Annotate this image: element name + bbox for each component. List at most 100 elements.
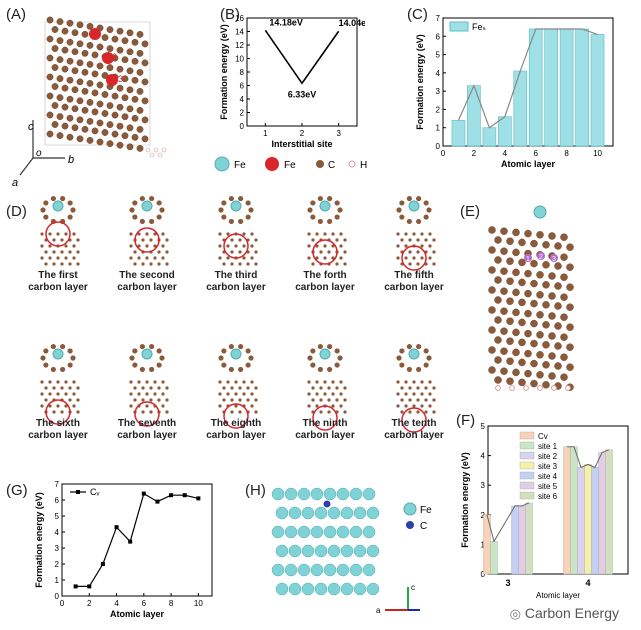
slab-carbon-atom [408, 238, 412, 242]
site-label-e-1: 1 [526, 256, 530, 263]
slab-carbon-atom [141, 238, 145, 242]
carbon-a-atom [46, 92, 54, 100]
carbon-atom-e [518, 298, 526, 307]
cluster-carbon-atom [221, 200, 227, 206]
slab-carbon-atom [153, 232, 157, 236]
slab-carbon-atom [238, 262, 242, 266]
chart-g-point [169, 493, 174, 498]
slab-carbon-atom [307, 256, 311, 260]
fe-atom-h [362, 525, 376, 539]
carbon-atom-e [548, 372, 556, 380]
fe-atom-h [323, 563, 337, 577]
slab-carbon-atom [416, 386, 420, 390]
carbon-a-atom [96, 81, 104, 89]
carbon-atom-e [488, 346, 496, 354]
carbon-a-atom [126, 143, 134, 151]
carbon-atom-e [518, 238, 526, 247]
slab-carbon-atom [137, 380, 141, 384]
slab-carbon-atom [428, 244, 432, 248]
fe-atom-h [301, 582, 315, 596]
slab-carbon-atom [60, 410, 64, 414]
slab-carbon-atom [400, 238, 404, 242]
axis-a-label: a [12, 177, 18, 189]
slab-carbon-atom [323, 232, 327, 236]
slab-carbon-atom [76, 250, 80, 254]
slab-carbon-atom [40, 232, 44, 236]
slab-carbon-atom [234, 392, 238, 396]
chart-f-bar [518, 505, 526, 575]
carbon-a-atom [141, 59, 149, 67]
fe-atom-h [336, 487, 350, 501]
slab-carbon-atom [165, 250, 169, 254]
carbon-atom-e [536, 351, 544, 359]
chart-g-xtick-label: 4 [114, 599, 119, 608]
legend-fe-red-marker [265, 157, 279, 171]
slab-carbon-atom [343, 238, 347, 242]
carbon-a-atom [141, 40, 149, 48]
carbon-a-atom [121, 113, 129, 121]
chart-f-bar [570, 446, 578, 575]
carbon-atom-e [506, 337, 514, 345]
cluster-carbon-atom [238, 218, 244, 225]
chart-f-ytick-label: 2 [481, 511, 486, 520]
slab-carbon-atom [343, 386, 347, 390]
chart-g-xlabel: Atomic layer [110, 609, 165, 619]
slab-carbon-atom [137, 392, 141, 396]
slab-carbon-atom [40, 244, 44, 248]
carbon-a-atom [86, 136, 94, 144]
chart-c-bar [590, 34, 605, 147]
fe-atom [141, 348, 153, 360]
slab-carbon-atom [238, 398, 242, 402]
slab-carbon-atom [408, 262, 412, 266]
carbon-a-atom [136, 107, 144, 114]
chart-f-legend-swatch [519, 491, 535, 500]
carbon-atom-e [536, 231, 544, 239]
carbon-a-atom [126, 67, 134, 75]
structure-d-6 [40, 343, 80, 425]
carbon-a-atom [101, 91, 109, 98]
chart-c-xtick-label: 2 [472, 149, 477, 158]
legend-fe-red-text: Fe [284, 160, 296, 171]
legend-h-c-marker [406, 521, 414, 529]
slab-carbon-atom [327, 398, 331, 402]
cluster-carbon-atom [317, 343, 323, 350]
caption-line-2: carbon layer [384, 282, 444, 293]
carbon-a-atom [91, 70, 99, 78]
carbon-a-atom [116, 141, 124, 149]
carbon-a-atom [86, 118, 94, 125]
slab-carbon-atom [307, 404, 311, 408]
site-marker-e-2 [537, 252, 545, 260]
carbon-a-atom [111, 111, 119, 119]
cluster-carbon-atom [337, 355, 343, 361]
slab-carbon-atom [157, 398, 161, 402]
chart-b-ytick-label: 10 [235, 55, 244, 64]
panel-label-a: (A) [6, 6, 26, 23]
slab-carbon-atom [319, 386, 323, 390]
carbon-atom-e [512, 268, 520, 277]
carbon-a-atom [51, 26, 59, 33]
fe-atom-h [327, 506, 341, 520]
caption-d-8: The eighth carbon layer [196, 418, 276, 442]
slab-carbon-atom [129, 380, 133, 384]
cluster-carbon-atom [139, 218, 145, 225]
slab-carbon-atom [327, 250, 331, 254]
caption-line-1: The second [119, 270, 175, 281]
carbon-a-atom [51, 45, 59, 52]
carbon-a-atom [121, 94, 129, 102]
carbon-atom-e [560, 313, 568, 321]
cluster-carbon-atom [396, 207, 402, 213]
slab-carbon-atom [404, 392, 408, 396]
carbon-a-atom [61, 65, 69, 73]
cluster-carbon-atom [221, 362, 227, 368]
slab-carbon-atom [72, 404, 76, 408]
carbon-a-atom [71, 48, 79, 56]
slab-carbon-atom [238, 238, 242, 242]
carbon-atom-e [548, 232, 556, 240]
legend-h-marker [348, 160, 356, 168]
fe-atom-h [314, 582, 328, 596]
slab-carbon-atom [145, 380, 149, 384]
carbon-atom-e [512, 328, 520, 337]
slab-carbon-atom [161, 392, 165, 396]
slab-carbon-atom [343, 250, 347, 254]
fe-site-a-3 [106, 74, 118, 86]
